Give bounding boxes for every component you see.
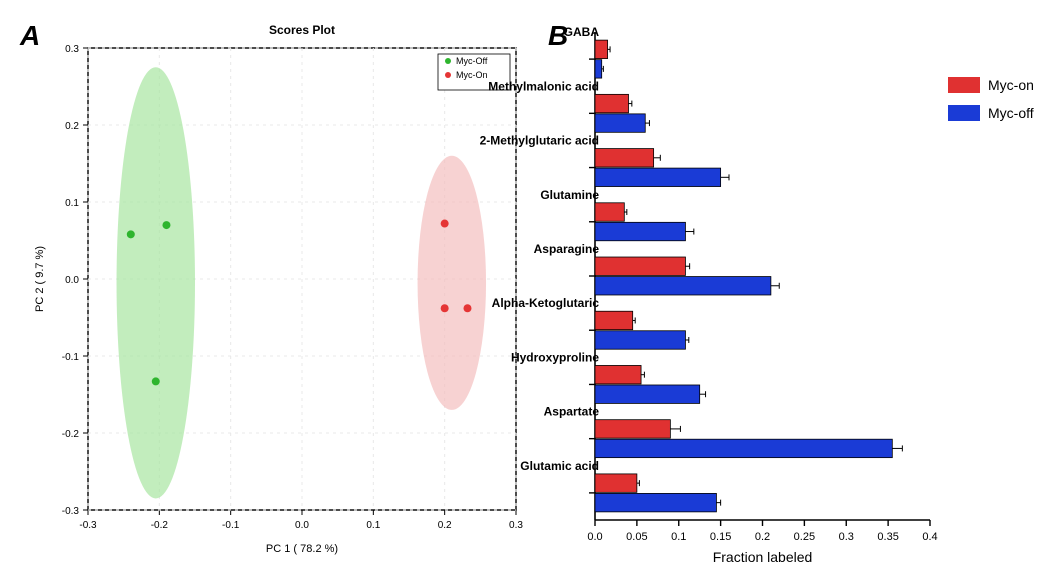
svg-text:0.3: 0.3: [65, 44, 79, 55]
bar-chart-panel: 0.0 0.05 0.1 0.15 0.2 0.25 0.3 0.35 0.4 Fraction …: [545, 20, 1035, 575]
svg-text:Asparagine: Asparagine: [534, 242, 600, 256]
svg-text:-0.1: -0.1: [222, 520, 240, 531]
svg-text:-0.2: -0.2: [151, 520, 169, 531]
bar-chart-svg: 0.0 0.05 0.1 0.15 0.2 0.25 0.3 0.35 0.4 Fraction …: [545, 20, 1035, 575]
svg-text:0.35: 0.35: [877, 531, 898, 543]
svg-text:2-Methylglutaric acid: 2-Methylglutaric acid: [480, 134, 599, 148]
svg-text:0.15: 0.15: [710, 531, 731, 543]
svg-text:0.2: 0.2: [438, 520, 452, 531]
svg-text:-0.3: -0.3: [79, 520, 97, 531]
svg-text:PC 2 ( 9.7 %): PC 2 ( 9.7 %): [34, 246, 46, 312]
svg-text:0.2: 0.2: [65, 121, 79, 132]
svg-text:Fraction labeled: Fraction labeled: [713, 549, 813, 565]
svg-text:Myc-on: Myc-on: [988, 77, 1034, 93]
svg-text:0.3: 0.3: [839, 531, 854, 543]
svg-text:Glutamine: Glutamine: [540, 188, 599, 202]
svg-text:0.3: 0.3: [509, 520, 523, 531]
svg-text:-0.1: -0.1: [62, 352, 80, 363]
figure: A B Scores Plot-0.3-0.2-0.10.00.10.20.3-…: [0, 0, 1050, 583]
svg-text:0.1: 0.1: [65, 198, 79, 209]
svg-text:Alpha-Ketoglutaric: Alpha-Ketoglutaric: [492, 296, 600, 310]
svg-text:Glutamic acid: Glutamic acid: [520, 459, 599, 473]
svg-text:0.4: 0.4: [922, 531, 937, 543]
svg-text:Myc-On: Myc-On: [456, 70, 488, 80]
svg-text:Myc-Off: Myc-Off: [456, 56, 488, 66]
svg-text:Scores Plot: Scores Plot: [269, 23, 335, 37]
svg-text:Aspartate: Aspartate: [544, 405, 600, 419]
svg-text:0.25: 0.25: [794, 531, 815, 543]
svg-text:0.0: 0.0: [587, 531, 602, 543]
scores-plot-panel: Scores Plot -0.3 -0.2 -0.1 0.0 0.1 0.2 0.3 -0.3 -…: [20, 20, 530, 570]
svg-text:0.05: 0.05: [626, 531, 647, 543]
svg-text:GABA: GABA: [564, 25, 600, 39]
svg-text:0.1: 0.1: [671, 531, 686, 543]
svg-text:0.0: 0.0: [65, 275, 79, 286]
svg-text:Myc-off: Myc-off: [988, 105, 1034, 121]
svg-text:0.1: 0.1: [366, 520, 380, 531]
svg-text:0.2: 0.2: [755, 531, 770, 543]
scores-plot-svg: Scores Plot -0.3 -0.2 -0.1 0.0 0.1 0.2 0.3 -0.3 -…: [20, 20, 530, 570]
svg-text:-0.3: -0.3: [62, 506, 80, 517]
svg-text:0.0: 0.0: [295, 520, 309, 531]
svg-text:PC 1 ( 78.2 %): PC 1 ( 78.2 %): [266, 543, 338, 555]
svg-text:-0.2: -0.2: [62, 429, 80, 440]
svg-text:Methylmalonic acid: Methylmalonic acid: [488, 79, 599, 93]
svg-text:Hydroxyproline: Hydroxyproline: [511, 350, 599, 364]
